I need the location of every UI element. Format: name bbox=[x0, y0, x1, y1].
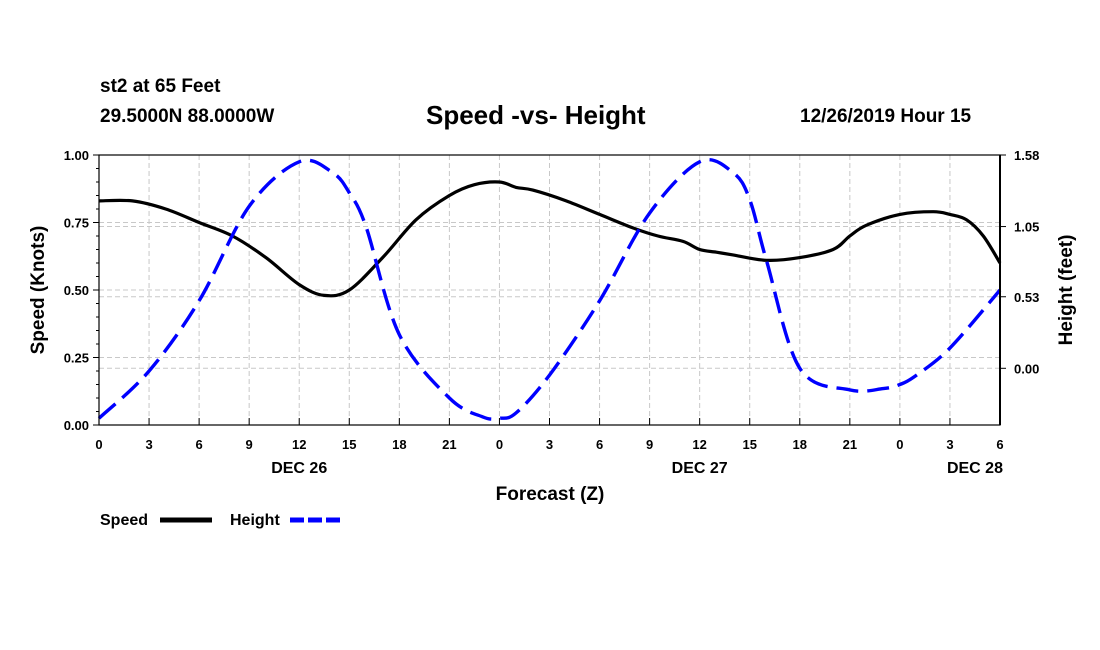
x-axis-ticks: 0 3 6 9 12 15 18 21 0 3 6 9 12 15 18 21 0 3 6 DEC 26 DEC 27 D… bbox=[95, 418, 1004, 477]
day-label: DEC 28 bbox=[947, 460, 1003, 477]
y-right-tick-label: 1.58 bbox=[1014, 148, 1039, 163]
x-tick-label: 21 bbox=[442, 437, 456, 452]
y-right-tick-label: 1.05 bbox=[1014, 220, 1039, 235]
series-layer bbox=[97, 158, 1002, 421]
x-tick-label: 12 bbox=[292, 437, 306, 452]
day-label: DEC 27 bbox=[672, 460, 728, 477]
legend-speed-label: Speed bbox=[100, 512, 148, 529]
y-axis-left-title: Speed (Knots) bbox=[28, 226, 49, 355]
x-tick-label: 15 bbox=[342, 437, 356, 452]
x-tick-label: 21 bbox=[843, 437, 857, 452]
x-tick-label: 12 bbox=[692, 437, 706, 452]
y-axis-right-title: Height (feet) bbox=[1056, 235, 1077, 346]
station-label: st2 at 65 Feet bbox=[100, 76, 221, 97]
y-left-tick-label: 0.50 bbox=[64, 283, 89, 298]
x-tick-label: 0 bbox=[896, 437, 903, 452]
y-left-tick-label: 0.25 bbox=[64, 351, 89, 366]
y-right-tick-label: 0.53 bbox=[1014, 290, 1039, 305]
x-tick-label: 18 bbox=[793, 437, 807, 452]
legend: Speed Height bbox=[100, 512, 342, 529]
x-axis-title: Forecast (Z) bbox=[496, 484, 605, 505]
legend-height-label: Height bbox=[230, 512, 280, 529]
x-tick-label: 18 bbox=[392, 437, 406, 452]
x-tick-label: 0 bbox=[496, 437, 503, 452]
grid-lines bbox=[99, 155, 1000, 425]
x-tick-label: 9 bbox=[246, 437, 253, 452]
x-tick-label: 3 bbox=[946, 437, 953, 452]
y-left-tick-label: 0.00 bbox=[64, 418, 89, 433]
x-tick-label: 9 bbox=[646, 437, 653, 452]
day-label: DEC 26 bbox=[271, 460, 327, 477]
chart-title: Speed -vs- Height bbox=[426, 100, 646, 130]
coordinates-label: 29.5000N 88.0000W bbox=[100, 106, 275, 127]
y-left-tick-label: 1.00 bbox=[64, 148, 89, 163]
y-right-tick-label: 0.00 bbox=[1014, 361, 1039, 376]
x-tick-label: 6 bbox=[996, 437, 1003, 452]
forecast-timestamp: 12/26/2019 Hour 15 bbox=[800, 106, 972, 127]
x-tick-label: 0 bbox=[95, 437, 102, 452]
speed-series-line bbox=[98, 180, 1002, 298]
y-left-tick-label: 0.75 bbox=[64, 216, 89, 231]
x-tick-label: 3 bbox=[546, 437, 553, 452]
height-series-line bbox=[97, 158, 1002, 421]
x-tick-label: 6 bbox=[195, 437, 202, 452]
x-tick-label: 6 bbox=[596, 437, 603, 452]
y-axis-ticks: 0.00 0.25 0.50 0.75 1.00 0.00 0.53 1.05 1.58 bbox=[64, 148, 1040, 433]
x-tick-label: 15 bbox=[742, 437, 756, 452]
x-tick-label: 3 bbox=[145, 437, 152, 452]
